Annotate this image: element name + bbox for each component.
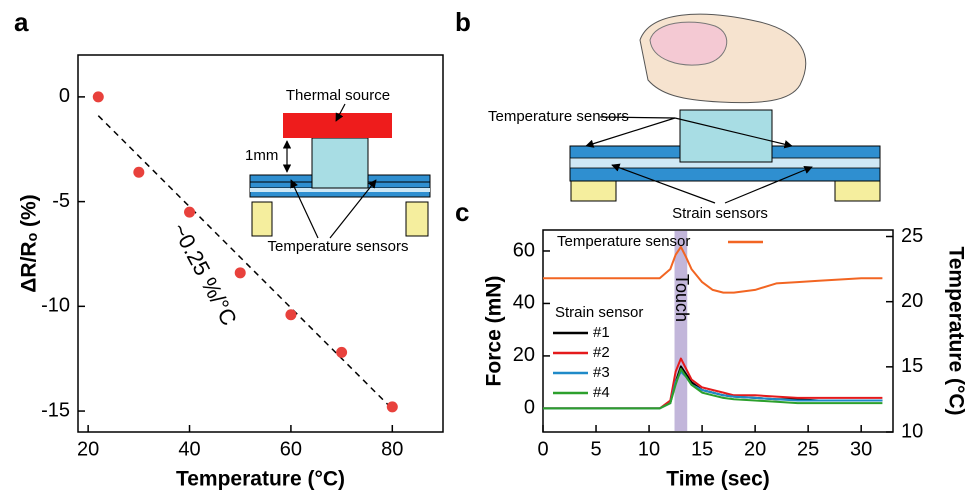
y-tick-label: 60 bbox=[513, 239, 535, 261]
x-tick-label: 15 bbox=[691, 438, 713, 460]
x-tick-label: 5 bbox=[590, 438, 601, 460]
data-point bbox=[386, 401, 398, 413]
diagram-label: Strain sensors bbox=[672, 205, 768, 222]
touch-band bbox=[674, 231, 688, 431]
slope-annotation: ~0.25 %/°C bbox=[167, 219, 242, 330]
panel-label: b bbox=[455, 7, 471, 37]
sensor-diagram: Temperature sensors Strain sensors bbox=[488, 13, 881, 222]
y2-tick-label: 20 bbox=[901, 290, 923, 312]
legend-label: #4 bbox=[593, 384, 610, 401]
x-tick-label: 80 bbox=[381, 438, 403, 460]
y2-tick-label: 15 bbox=[901, 355, 923, 377]
plot-frame bbox=[77, 54, 444, 433]
diagram-label: 1mm bbox=[245, 147, 278, 164]
data-point bbox=[92, 91, 104, 103]
y-tick-label: 0 bbox=[59, 85, 70, 107]
x-tick-label: 25 bbox=[797, 438, 819, 460]
panel-label: c bbox=[455, 197, 469, 227]
data-point bbox=[234, 267, 246, 279]
x-tick-label: 20 bbox=[77, 438, 99, 460]
legend-label: #1 bbox=[593, 324, 610, 341]
y-tick-label: -10 bbox=[41, 295, 70, 317]
x-tick-label: 20 bbox=[744, 438, 766, 460]
y-tick-label: 20 bbox=[513, 344, 535, 366]
y-axis-title: Force (mN) bbox=[483, 276, 506, 387]
y-tick-label: 40 bbox=[513, 292, 535, 314]
data-point bbox=[285, 309, 297, 321]
x-axis-title: Time (sec) bbox=[666, 468, 770, 491]
y2-tick-label: 25 bbox=[901, 225, 923, 247]
x-tick-label: 40 bbox=[178, 438, 200, 460]
inset-diagram: Thermal source 1mm Temperature sensors bbox=[245, 87, 431, 255]
data-point bbox=[336, 346, 348, 358]
series-line bbox=[543, 245, 883, 294]
diagram-label: Temperature sensors bbox=[268, 238, 409, 255]
plot-frame bbox=[542, 229, 894, 433]
series-line bbox=[543, 368, 883, 410]
legend-label: #3 bbox=[593, 364, 610, 381]
x-tick-label: 10 bbox=[638, 438, 660, 460]
diagram-label: Temperature sensors bbox=[488, 108, 629, 125]
fit-line bbox=[97, 115, 393, 410]
legend-label: Temperature sensor bbox=[557, 233, 690, 250]
legend-label: #2 bbox=[593, 344, 610, 361]
legend-title: Strain sensor bbox=[555, 304, 643, 321]
y-tick-label: -5 bbox=[52, 190, 70, 212]
x-axis-title: Temperature (°C) bbox=[176, 468, 345, 491]
diagram-label: Thermal source bbox=[286, 87, 390, 104]
touch-label: Touch bbox=[672, 274, 692, 322]
x-tick-label: 30 bbox=[850, 438, 872, 460]
y-tick-label: 0 bbox=[524, 397, 535, 419]
x-tick-label: 60 bbox=[280, 438, 302, 460]
data-point bbox=[184, 206, 196, 218]
y2-tick-label: 10 bbox=[901, 420, 923, 442]
panel-label: a bbox=[14, 7, 29, 37]
x-tick-label: 0 bbox=[537, 438, 548, 460]
data-point bbox=[133, 166, 145, 178]
y2-axis-title: Temperature (°C) bbox=[944, 246, 967, 415]
y-tick-label: -15 bbox=[41, 399, 70, 421]
y-axis-title: ΔR/Rₒ (%) bbox=[18, 194, 41, 292]
